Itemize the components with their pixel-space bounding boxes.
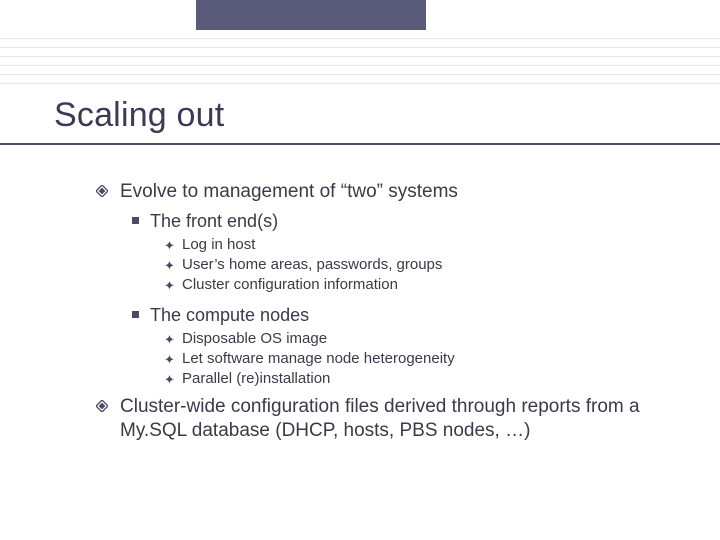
bullet-lvl1: Cluster-wide configuration files derived…	[96, 395, 660, 443]
slide-body: Evolve to management of “two” systems Th…	[96, 180, 660, 449]
bullet-text: Disposable OS image	[182, 330, 327, 347]
bullet-lvl3: ✦ User’s home areas, passwords, groups	[96, 256, 660, 275]
slide-title: Scaling out	[54, 96, 224, 135]
top-accent-bar	[196, 0, 426, 30]
bullet-lvl2: The compute nodes	[96, 304, 660, 327]
bullet-text: Cluster configuration information	[182, 276, 398, 293]
bullet-lvl1: Evolve to management of “two” systems	[96, 180, 660, 204]
bullet-text: The compute nodes	[150, 305, 309, 325]
bullet-text: Parallel (re)installation	[182, 370, 330, 387]
bullet-lvl3: ✦ Log in host	[96, 236, 660, 255]
bullet-lvl2: The front end(s)	[96, 210, 660, 233]
square-icon	[132, 311, 139, 318]
star-icon: ✦	[164, 352, 175, 368]
bullet-lvl3: ✦ Let software manage node heterogeneity	[96, 350, 660, 369]
star-icon: ✦	[164, 332, 175, 348]
square-icon	[132, 217, 139, 224]
bullet-lvl3: ✦ Parallel (re)installation	[96, 370, 660, 389]
bullet-text: Let software manage node heterogeneity	[182, 350, 455, 367]
bullet-text: Evolve to management of “two” systems	[120, 181, 458, 202]
bullet-text: Cluster-wide configuration files derived…	[120, 396, 640, 441]
slide: Scaling out Evolve to management of “two…	[0, 0, 720, 540]
star-icon: ✦	[164, 278, 175, 294]
star-icon: ✦	[164, 372, 175, 388]
bullet-text: The front end(s)	[150, 211, 278, 231]
bullet-text: Log in host	[182, 236, 255, 253]
diamond-icon	[96, 400, 108, 412]
bullet-lvl3: ✦ Disposable OS image	[96, 330, 660, 349]
diamond-icon	[96, 185, 108, 197]
star-icon: ✦	[164, 258, 175, 274]
bullet-text: User’s home areas, passwords, groups	[182, 256, 442, 273]
decorative-stripes	[0, 38, 720, 92]
title-underline	[0, 143, 720, 145]
star-icon: ✦	[164, 238, 175, 254]
bullet-lvl3: ✦ Cluster configuration information	[96, 276, 660, 295]
